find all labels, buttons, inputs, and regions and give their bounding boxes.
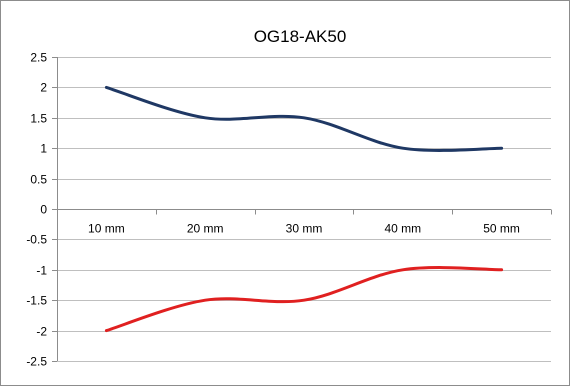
y-tick-label-4: 0.5 (30, 173, 47, 187)
chart-title: OG18-AK50 (254, 27, 347, 46)
y-tick-label-6: -0.5 (26, 233, 47, 247)
x-tick-label-4: 50 mm (483, 222, 520, 236)
y-axis: 2.5 2 1.5 1 0.5 0 -0.5 -1 -1.5 -2 -2.5 (26, 51, 58, 369)
series-line-0 (104, 85, 504, 152)
x-tick-label-3: 40 mm (384, 222, 421, 236)
y-tick-label-5: 0 (40, 203, 47, 217)
y-tick-label-9: -2 (36, 325, 47, 339)
gridlines (57, 57, 551, 362)
y-tick-label-0: 2.5 (30, 51, 47, 65)
series (104, 85, 504, 333)
x-axis: 10 mm 20 mm 30 mm 40 mm 50 mm (57, 209, 552, 236)
y-tick-label-7: -1 (36, 264, 47, 278)
y-tick-label-2: 1.5 (30, 112, 47, 126)
x-tick-label-0: 10 mm (88, 222, 125, 236)
series-line-1 (104, 266, 504, 333)
x-tick-label-2: 30 mm (286, 222, 323, 236)
y-tick-label-8: -1.5 (26, 294, 47, 308)
y-tick-label-10: -2.5 (26, 355, 47, 369)
y-tick-label-3: 1 (40, 142, 47, 156)
y-tick-label-1: 2 (40, 81, 47, 95)
x-tick-label-1: 20 mm (187, 222, 224, 236)
